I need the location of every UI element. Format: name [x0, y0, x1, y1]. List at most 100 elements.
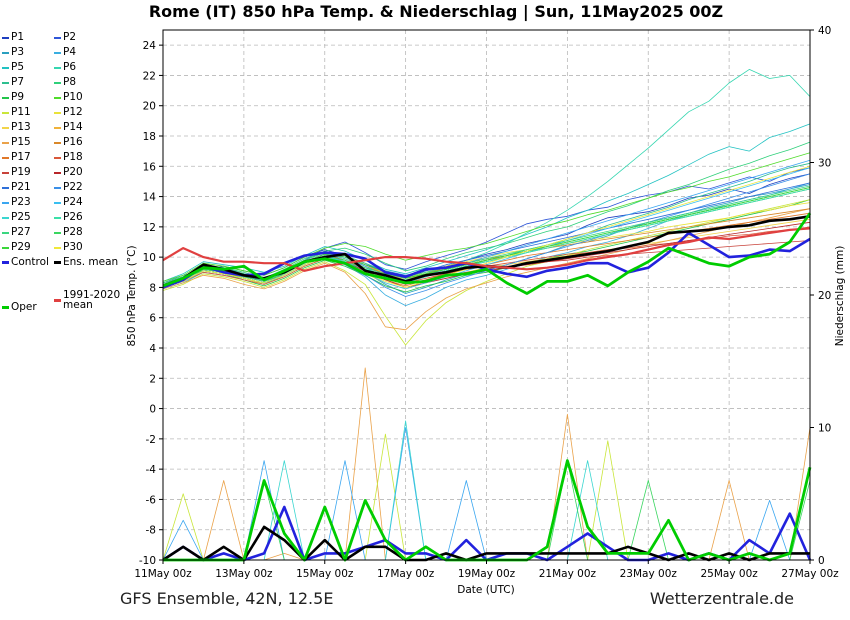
- legend-label: P5: [11, 61, 25, 73]
- x-tick-label: 13May 00z: [215, 568, 273, 580]
- y-tick-label: 8: [149, 282, 156, 294]
- legend-swatch: [2, 81, 9, 84]
- y-tick-label: 22: [143, 70, 156, 82]
- legend-swatch: [2, 66, 9, 69]
- legend-swatch: [2, 246, 9, 249]
- legend-label: P8: [63, 76, 77, 88]
- legend-label: P14: [63, 121, 83, 133]
- y2-axis-label: Niederschlag (mm): [834, 246, 846, 347]
- legend-swatch: [54, 261, 61, 264]
- x-tick-label: 17May 00z: [377, 568, 435, 580]
- legend-label: P9: [11, 91, 25, 103]
- x-axis-label: Date (UTC): [457, 584, 514, 596]
- legend-swatch: [54, 246, 61, 249]
- legend-label: P28: [63, 226, 83, 238]
- legend-label: P7: [11, 76, 25, 88]
- legend-label: P30: [63, 241, 83, 253]
- temp-series-1991-2020-mean: [162, 227, 811, 272]
- legend-item-ens-mean: Ens. mean: [54, 257, 118, 268]
- legend-item-p3: P3: [2, 47, 24, 58]
- x-tick-label: 19May 00z: [458, 568, 516, 580]
- legend-swatch: [54, 81, 61, 84]
- legend-swatch: [2, 51, 9, 54]
- legend-label: P25: [11, 211, 31, 223]
- y-tick-label: -8: [146, 525, 156, 537]
- legend-item-p19: P19: [2, 167, 31, 178]
- legend-label: Control: [11, 256, 49, 268]
- y2-tick-label: 10: [818, 423, 831, 435]
- x-tick-label: 25May 00z: [700, 568, 758, 580]
- legend-item-p27: P27: [2, 227, 31, 238]
- y-tick-label: 0: [149, 404, 156, 416]
- legend-item-p18: P18: [54, 152, 83, 163]
- legend-swatch: [2, 126, 9, 129]
- legend-item-control: Control: [2, 257, 49, 268]
- legend-item-p6: P6: [54, 62, 76, 73]
- legend-label: P2: [63, 31, 77, 43]
- legend-swatch: [54, 51, 61, 54]
- y-tick-label: 10: [143, 252, 156, 264]
- legend-swatch: [2, 96, 9, 99]
- precip-series-p25: [163, 420, 810, 561]
- legend-label: P17: [11, 151, 31, 163]
- y-tick-label: -2: [146, 434, 156, 446]
- legend-swatch: [2, 216, 9, 219]
- legend-swatch: [2, 156, 9, 159]
- legend-swatch: [2, 36, 9, 39]
- legend-item-p8: P8: [54, 77, 76, 88]
- legend-label: P18: [63, 151, 83, 163]
- legend-swatch: [54, 66, 61, 69]
- legend-swatch: [2, 306, 9, 309]
- legend-item-p7: P7: [2, 77, 24, 88]
- temp-series-p15: [162, 208, 811, 331]
- legend-item-p29: P29: [2, 242, 31, 253]
- legend-swatch: [54, 231, 61, 234]
- y-axis-label: 850 hPa Temp. (°C): [126, 245, 138, 346]
- model-caption: GFS Ensemble, 42N, 12.5E: [120, 589, 334, 608]
- x-tick-label: 23May 00z: [620, 568, 678, 580]
- legend-label: P4: [63, 46, 77, 58]
- legend-swatch: [2, 231, 9, 234]
- legend-label: P22: [63, 181, 83, 193]
- legend-item-p12: P12: [54, 107, 83, 118]
- legend-label: P27: [11, 226, 31, 238]
- legend-label: P10: [63, 91, 83, 103]
- legend-swatch: [54, 201, 61, 204]
- legend-swatch: [2, 111, 9, 114]
- legend-swatch: [54, 216, 61, 219]
- y-tick-label: 2: [149, 373, 156, 385]
- legend-swatch: [2, 261, 9, 264]
- y2-tick-label: 40: [818, 25, 831, 37]
- legend-item-p23: P23: [2, 197, 31, 208]
- y-tick-label: -10: [139, 555, 156, 567]
- x-tick-label: 11May 00z: [134, 568, 192, 580]
- legend-label: P12: [63, 106, 83, 118]
- y-tick-label: 12: [143, 222, 156, 234]
- legend-item-p5: P5: [2, 62, 24, 73]
- legend-item-p11: P11: [2, 107, 31, 118]
- precip-series-ens-mean: [162, 525, 810, 562]
- legend-swatch: [2, 186, 9, 189]
- legend-item-p13: P13: [2, 122, 31, 133]
- legend-label: P21: [11, 181, 31, 193]
- y2-tick-label: 20: [818, 290, 831, 302]
- y-tick-label: -4: [146, 464, 157, 476]
- y-tick-label: -6: [146, 494, 157, 506]
- temp-series-oper: [162, 212, 812, 295]
- legend-item-p14: P14: [54, 122, 83, 133]
- legend-label: P19: [11, 166, 31, 178]
- legend-swatch: [2, 141, 9, 144]
- legend-item-p9: P9: [2, 92, 24, 103]
- legend-item-oper: Oper: [2, 302, 37, 313]
- legend-item-p25: P25: [2, 212, 31, 223]
- legend-label: P15: [11, 136, 31, 148]
- temperature-lines: [162, 69, 812, 346]
- legend-label: P29: [11, 241, 31, 253]
- legend-label: P20: [63, 166, 83, 178]
- legend-label: 1991-2020 mean: [63, 289, 121, 311]
- legend-item-p16: P16: [54, 137, 83, 148]
- temp-series-p9: [162, 199, 811, 293]
- y-tick-label: 4: [149, 343, 156, 355]
